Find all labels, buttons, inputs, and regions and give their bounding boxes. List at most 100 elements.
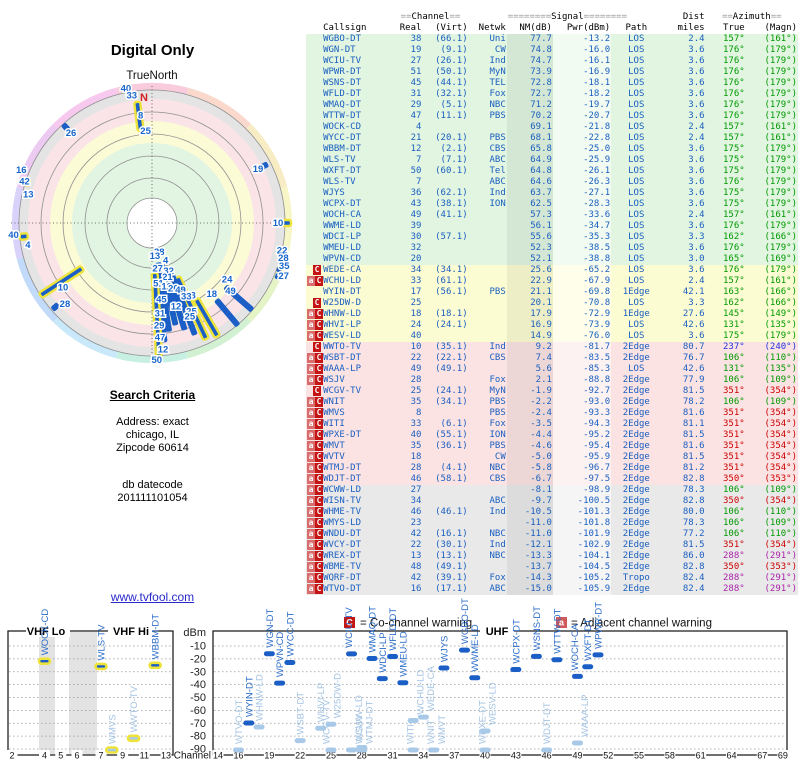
col-true: True [723, 23, 745, 33]
svg-text:N: N [140, 92, 148, 104]
svg-text:VHF Lo: VHF Lo [27, 626, 66, 638]
svg-text:25: 25 [326, 751, 336, 761]
table-row: WFLD-DT 31 (32.1) Fox 72.7 -18.2 LOS 3.6 176° (17… [306, 89, 798, 100]
table-row: WPWR-DT 51 (50.1) MyN 73.9 -16.9 LOS 3.6 176° (17… [306, 67, 798, 78]
col-path: Path [625, 23, 648, 33]
svg-text:11: 11 [140, 751, 149, 761]
svg-text:WAAA-LP: WAAA-LP [580, 695, 591, 737]
adjacent-warning-badge: a [307, 496, 315, 506]
svg-text:WPWR-DT: WPWR-DT [593, 602, 604, 649]
svg-text:a: a [559, 618, 565, 628]
adjacent-warning-badge: a [307, 419, 315, 429]
table-row: WWME-LD 39 56.1 -34.7 LOS 3.6 176° (179°) [306, 221, 798, 232]
svg-text:52: 52 [603, 751, 613, 761]
svg-text:VHF Hi: VHF Hi [113, 626, 149, 638]
svg-text:Channel: Channel [174, 751, 211, 762]
table-row: a C WTVO-DT 16 (17.1) ABC -15.0 -105.9 2Edge 82.4… [306, 584, 798, 595]
svg-text:40: 40 [8, 230, 19, 241]
adjacent-warning-badge: a [307, 474, 315, 484]
svg-text:13: 13 [161, 751, 171, 761]
svg-text:35: 35 [279, 261, 290, 272]
cochannel-warning-badge: C [315, 573, 323, 583]
svg-text:40: 40 [121, 84, 132, 95]
svg-text:= Co-channel warning: = Co-channel warning [360, 618, 472, 630]
svg-text:18: 18 [206, 289, 217, 300]
header-channel: ==Channel== [400, 12, 461, 22]
table-row: a C WCHU-LD 33 (61.1) 22.9 -67.9 LOS 2.4 157° (161… [306, 276, 798, 287]
cochannel-warning-badge: C [315, 584, 323, 594]
cochannel-warning-badge: C [315, 529, 323, 539]
svg-text:33: 33 [185, 290, 196, 301]
svg-text:13: 13 [150, 251, 161, 262]
svg-text:WTMJ-DT: WTMJ-DT [364, 701, 375, 744]
table-row: WBBM-DT 12 (2.1) CBS 65.8 -25.0 LOS 3.6 175° (179… [306, 144, 798, 155]
svg-text:-60: -60 [190, 705, 206, 717]
svg-text:WPVN-CD: WPVN-CD [275, 632, 286, 678]
svg-text:WCIU-TV: WCIU-TV [344, 607, 355, 648]
cochannel-warning-badge: C [315, 276, 323, 286]
svg-text:-20: -20 [190, 653, 206, 665]
adjacent-warning-badge: a [307, 540, 315, 550]
search-zipcode: Zipcode 60614 [116, 442, 189, 454]
cochannel-warning-badge: C [315, 397, 323, 407]
cochannel-warning-badge: C [315, 309, 323, 319]
col-miles: miles [677, 23, 705, 33]
svg-text:28: 28 [60, 299, 71, 310]
svg-text:19: 19 [264, 751, 274, 761]
table-row: WOCH-CA 49 (41.1) 57.3 -33.6 LOS 2.4 157° (161°) [306, 210, 798, 221]
svg-text:28: 28 [278, 253, 289, 264]
svg-text:WSBT-DT: WSBT-DT [296, 692, 307, 735]
svg-text:31: 31 [388, 751, 398, 761]
svg-text:4: 4 [25, 240, 31, 251]
svg-text:WMEU-LD: WMEU-LD [398, 631, 409, 677]
tvfool-link[interactable]: www.tvfool.com [110, 590, 195, 604]
svg-text:4: 4 [42, 751, 47, 761]
svg-text:12: 12 [161, 281, 172, 292]
table-row: C WWTO-TV 10 (35.1) Ind 9.2 -81.7 2Edge 80.7 237°… [306, 342, 798, 353]
cochannel-warning-badge: C [315, 485, 323, 495]
station-table: ==Channel== ========Signal======== Dist … [306, 12, 798, 595]
svg-text:50: 50 [151, 355, 162, 366]
adjacent-warning-badge: a [307, 397, 315, 407]
svg-text:-80: -80 [190, 731, 206, 743]
table-row: a C WSJV 28 Fox 2.1 -88.8 2Edge 77.9 106° (109°) [306, 375, 798, 386]
svg-text:WNIT: WNIT [426, 720, 437, 744]
svg-text:5: 5 [58, 751, 63, 761]
svg-text:-90: -90 [190, 744, 206, 756]
svg-text:32: 32 [163, 266, 174, 277]
table-row: a C WSBT-DT 22 (22.1) CBS 7.4 -83.5 2Edge 76.7 106… [306, 353, 798, 364]
db-datecode-value: 201111101054 [117, 492, 188, 504]
svg-text:-10: -10 [190, 641, 206, 653]
svg-text:WHVI-LP: WHVI-LP [316, 683, 327, 723]
svg-text:WMVT: WMVT [437, 715, 448, 744]
svg-text:WPXE-DT: WPXE-DT [478, 700, 489, 744]
svg-text:C: C [346, 618, 353, 628]
adjacent-warning-badge: a [307, 463, 315, 473]
svg-text:WTTW-DT: WTTW-DT [552, 608, 563, 653]
header-signal: ========Signal======== [507, 12, 627, 22]
table-row: a C WPXE-DT 40 (55.1) ION -4.4 -95.2 2Edge 81.5 35… [306, 430, 798, 441]
svg-text:24: 24 [222, 275, 233, 286]
adjacent-warning-badge: a [307, 485, 315, 495]
table-row: WDCI-LP 30 (57.1) 55.6 -35.3 LOS 3.3 162° (166°) [306, 232, 798, 243]
adjacent-warning-badge: a [307, 551, 315, 561]
svg-text:13: 13 [23, 189, 34, 200]
header-dist: Dist [682, 12, 705, 22]
svg-text:WSJV: WSJV [354, 714, 365, 741]
svg-text:2: 2 [9, 751, 14, 761]
table-row: WLS-TV 7 (7.1) ABC 64.9 -25.9 LOS 3.6 175° (179°) [306, 155, 798, 166]
svg-text:WTVO-DT: WTVO-DT [234, 699, 245, 744]
svg-text:WYCC-DT: WYCC-DT [285, 611, 296, 656]
table-row: a C WMVT 35 (36.1) PBS -4.6 -95.4 2Edge 81.6 351°(… [306, 441, 798, 452]
svg-text:25: 25 [186, 307, 197, 318]
page-title: Digital Only [110, 42, 195, 59]
cochannel-warning-badge: C [313, 386, 322, 396]
adjacent-warning-badge: a [307, 276, 315, 286]
svg-text:WXFT-DT: WXFT-DT [583, 618, 594, 660]
svg-text:-30: -30 [190, 666, 206, 678]
adjacent-warning-badge: a [307, 375, 315, 385]
svg-text:58: 58 [665, 751, 675, 761]
table-row: a C WNDU-DT 42 (16.1) NBC -11.0 -101.9 2Edge 77.2… [306, 529, 798, 540]
table-row: a C WHVI-LP 24 (24.1) 16.9 -73.9 LOS 42.6 131° (13… [306, 320, 798, 331]
